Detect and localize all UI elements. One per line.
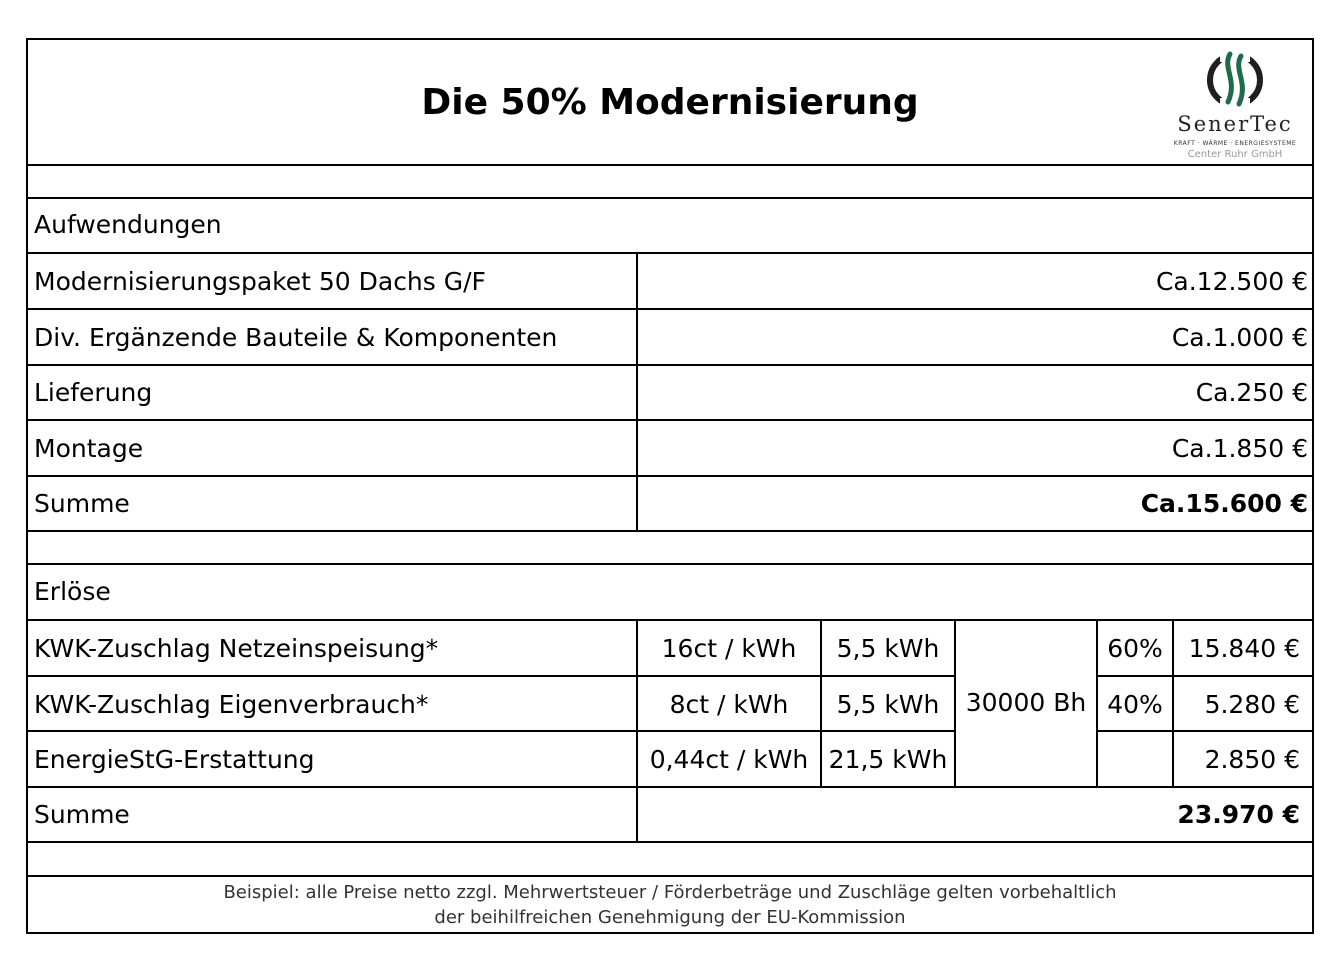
row-divider	[1096, 730, 1314, 732]
column-divider	[636, 252, 638, 530]
cost-label: Modernisierungspaket 50 Dachs G/F	[34, 267, 486, 296]
revenue-rate: 8ct / kWh	[669, 690, 789, 719]
operating-hours: 30000 Bh	[965, 688, 1087, 717]
cost-label: Montage	[34, 434, 144, 463]
revenue-label: KWK-Zuschlag Eigenverbrauch*	[34, 690, 429, 719]
column-divider	[820, 619, 822, 786]
cost-label: Lieferung	[34, 378, 153, 407]
revenue-power: 21,5 kWh	[828, 745, 948, 774]
cost-value: Ca.1.000 €	[1171, 323, 1308, 352]
revenue-power: 5,5 kWh	[836, 634, 940, 663]
footnote-line: der beihilfreichen Genehmigung der EU-Ko…	[434, 907, 906, 928]
revenue-value: 2.850 €	[1204, 745, 1300, 774]
row-divider	[28, 875, 1312, 877]
row-divider	[28, 475, 1312, 477]
row-divider	[28, 419, 1312, 421]
row-divider	[28, 252, 1312, 254]
row-divider	[28, 563, 1312, 565]
row-divider	[28, 786, 1312, 788]
column-divider	[1096, 619, 1098, 786]
revenue-value: 15.840 €	[1188, 634, 1300, 663]
logo-tagline: KRAFT · WÄRME · ENERGIESYSTEME	[1173, 140, 1297, 147]
row-divider	[28, 619, 1312, 621]
row-divider	[28, 675, 956, 677]
cost-value: Ca.250 €	[1195, 378, 1308, 407]
row-divider	[1096, 675, 1314, 677]
footnote-line: Beispiel: alle Preise netto zzgl. Mehrwe…	[223, 882, 1117, 903]
revenue-share: 40%	[1107, 690, 1163, 719]
section-heading-aufwendungen: Aufwendungen	[34, 210, 222, 239]
revenue-label: KWK-Zuschlag Netzeinspeisung*	[34, 634, 439, 663]
row-divider	[28, 197, 1312, 199]
cost-value: Ca.1.850 €	[1171, 434, 1308, 463]
senertec-emblem-icon	[1207, 51, 1263, 108]
row-divider	[28, 530, 1312, 532]
logo-company: Center Ruhr GmbH	[1187, 149, 1283, 160]
column-divider	[1172, 619, 1174, 786]
cost-label: Div. Ergänzende Bauteile & Komponenten	[34, 323, 558, 352]
modernization-table: Die 50% Modernisierung SenerTec KRAFT · …	[26, 38, 1314, 934]
logo-wordmark: SenerTec	[1177, 112, 1293, 136]
cost-sum-label: Summe	[34, 489, 130, 518]
row-divider	[28, 164, 1312, 166]
revenue-sum-label: Summe	[34, 800, 130, 829]
revenue-sum-value: 23.970 €	[1177, 800, 1300, 829]
revenue-rate: 16ct / kWh	[661, 634, 797, 663]
row-divider	[28, 308, 1312, 310]
senertec-logo: SenerTec KRAFT · WÄRME · ENERGIESYSTEME …	[1170, 50, 1300, 160]
revenue-label: EnergieStG-Erstattung	[34, 745, 315, 774]
revenue-value: 5.280 €	[1204, 690, 1300, 719]
column-divider	[636, 619, 638, 841]
row-divider	[28, 364, 1312, 366]
page-title: Die 50% Modernisierung	[421, 81, 919, 123]
revenue-share: 60%	[1107, 634, 1163, 663]
cost-value: Ca.12.500 €	[1155, 267, 1308, 296]
column-divider	[954, 619, 956, 786]
revenue-power: 5,5 kWh	[836, 690, 940, 719]
row-divider	[28, 730, 956, 732]
section-heading-erloese: Erlöse	[34, 577, 111, 606]
row-divider	[28, 841, 1312, 843]
revenue-rate: 0,44ct / kWh	[649, 745, 809, 774]
cost-sum-value: Ca.15.600 €	[1140, 489, 1308, 518]
